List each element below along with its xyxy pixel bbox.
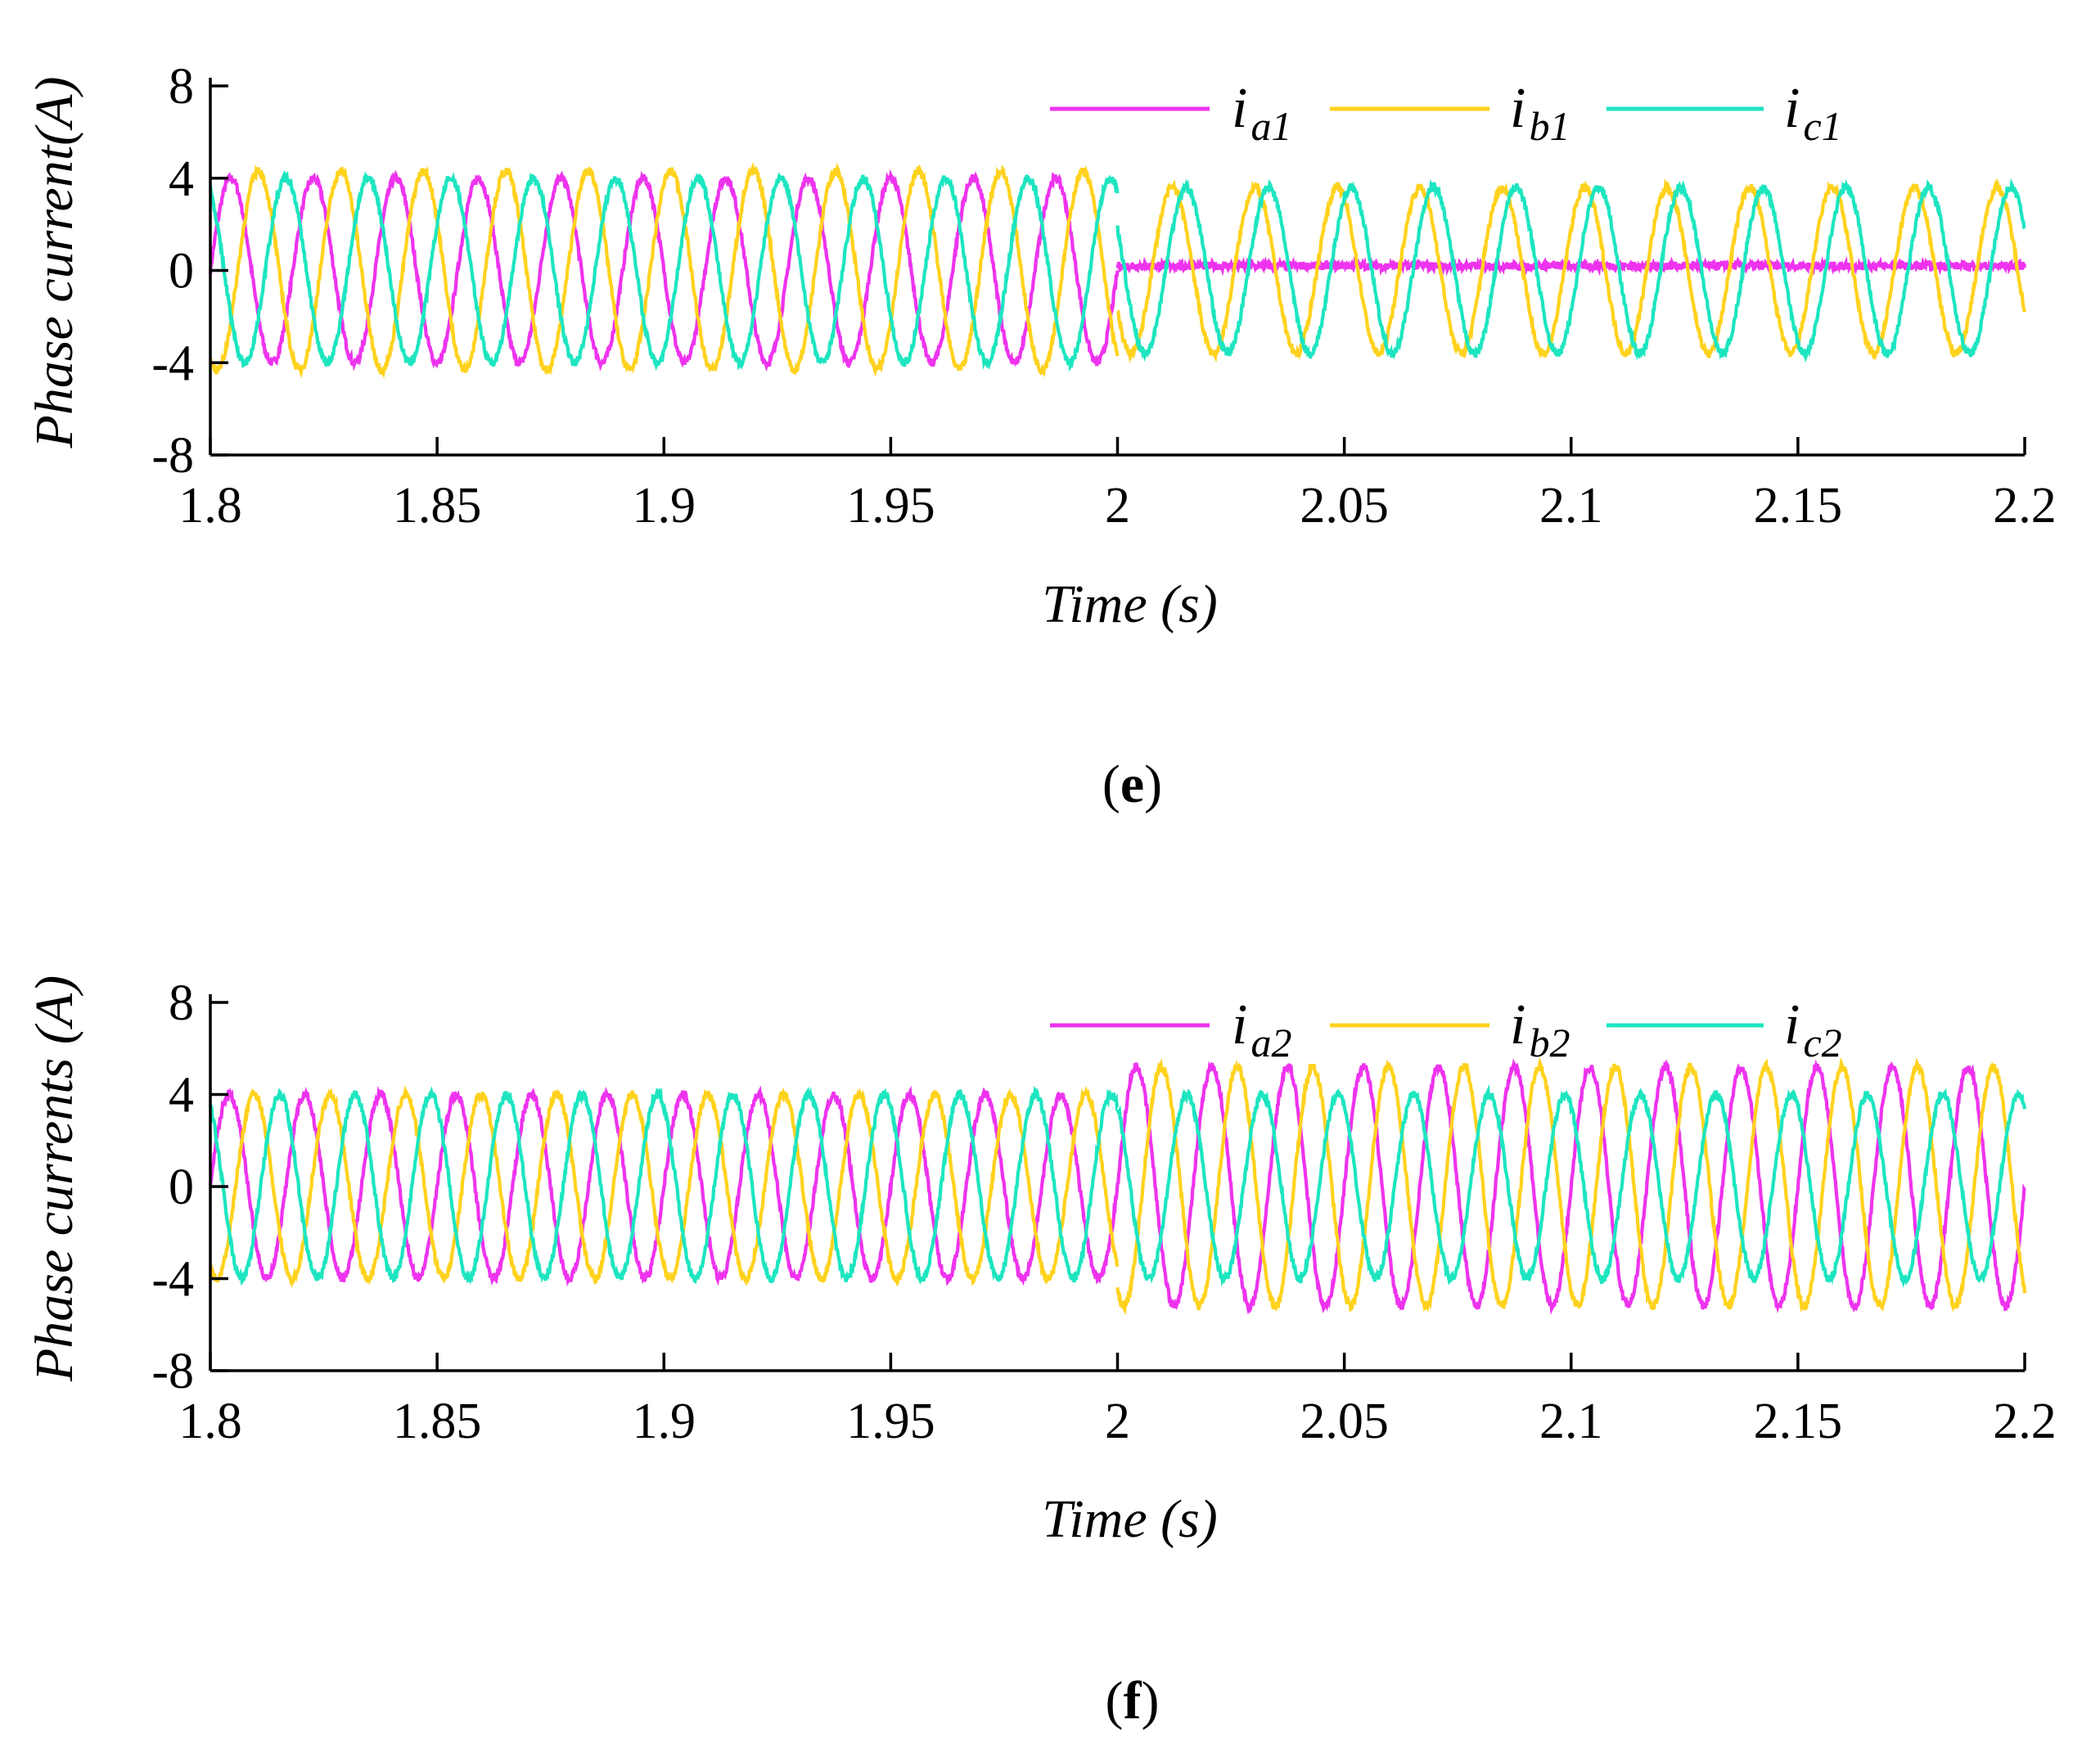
y-axis-title: Phase current(A) [25,77,84,449]
series-line-c2-seg0 [208,1086,1120,1286]
y-tick-label: -8 [151,428,194,484]
legend: ia1 ib1 ic1 [1050,77,1842,149]
legend-label-main: i [1232,77,1247,140]
series-line-a1-seg0 [208,169,1120,372]
x-tick-label: 2.05 [1300,478,1389,534]
y-tick-label: 0 [169,244,194,300]
series-line-b1-seg1 [1116,178,2027,363]
x-axis-title: Time (s) [1042,1489,1218,1549]
y-tick-label: 8 [169,59,194,115]
chart-panel-e: 8 4 0 -4 -81.8 1.85 1.9 1.95 2 2.05 2.1 2.15 2.2 Time… [25,59,2057,814]
x-tick-label: 1.9 [633,1394,696,1449]
y-tick-label: 4 [169,151,194,207]
panel-label-letter: f [1124,1671,1142,1731]
legend-label-main: i [1510,993,1525,1056]
plot-lines [208,1056,2027,1316]
chart-panel-f: 8 4 0 -4 -81.8 1.85 1.9 1.95 2 2.05 2.1 2.15 2.2 Time… [25,975,2057,1731]
series-line-b2-seg1 [1115,1056,2027,1316]
panel-label-close-paren: ) [1141,1671,1159,1731]
x-tick-label: 2.15 [1754,1394,1843,1449]
x-tick-label: 2 [1105,1394,1130,1449]
x-tick-label: 1.95 [846,1394,935,1449]
x-tick-label: 2.1 [1539,478,1603,534]
legend-label-main: i [1510,77,1525,140]
legend-label-c2: ic2 [1784,993,1842,1065]
legend-label-b1: ib1 [1510,77,1570,149]
legend-label-c1: ic1 [1784,77,1842,149]
x-tick-label: 1.85 [393,1394,482,1449]
x-tick-label: 2.2 [1993,478,2057,534]
legend-label-subscript: a1 [1251,103,1291,149]
x-tick-label: 1.8 [178,478,242,534]
panel-label: (e) [1102,754,1162,814]
y-tick-label: -8 [151,1344,194,1399]
x-tick-label: 1.8 [178,1394,242,1449]
legend-label-main: i [1784,993,1800,1056]
x-tick-label: 2 [1105,478,1130,534]
series-line-a2-seg1 [1116,1058,2026,1315]
panel-label: (f) [1106,1671,1160,1731]
series-line-b1-seg0 [208,161,1120,379]
y-axis-title: Phase currents (A) [25,975,84,1382]
x-tick-label: 1.85 [393,478,482,534]
panel-label-close-paren: ) [1144,754,1162,814]
legend-label-a2: ia2 [1232,993,1291,1065]
series-line-a1-seg1 [1115,255,2027,277]
legend-label-subscript: b1 [1529,103,1570,149]
x-tick-label: 2.15 [1754,478,1843,534]
panel-label-open-paren: ( [1102,754,1120,814]
legend-label-subscript: a2 [1251,1020,1291,1065]
legend-label-main: i [1232,993,1247,1056]
legend-label-b2: ib2 [1510,993,1570,1065]
legend-label-a1: ia1 [1232,77,1291,149]
x-tick-label: 1.95 [846,478,935,534]
x-tick-label: 1.9 [633,478,696,534]
y-tick-label: -4 [151,336,194,391]
x-tick-label: 2.2 [1993,1394,2057,1449]
series-line-a2-seg0 [208,1085,1120,1287]
series-line-c1-seg0 [209,169,1120,372]
panel-label-letter: e [1120,754,1144,814]
x-tick-label: 2.1 [1539,1394,1603,1449]
y-tick-label: 8 [169,975,194,1031]
series-line-c2-seg1 [1115,1084,2027,1289]
plot-lines [208,161,2027,379]
legend-label-subscript: c1 [1803,103,1841,149]
legend-label-subscript: c2 [1803,1020,1841,1065]
legend-label-subscript: b2 [1529,1020,1570,1065]
panel-label-open-paren: ( [1106,1671,1124,1731]
y-tick-label: 0 [169,1160,194,1215]
series-line-b2-seg0 [208,1085,1120,1289]
x-axis-title: Time (s) [1042,574,1218,634]
y-tick-label: 4 [169,1068,194,1124]
legend: ia2 ib2 ic2 [1050,993,1842,1065]
series-line-c1-seg1 [1115,178,2026,363]
x-tick-label: 2.05 [1300,1394,1389,1449]
legend-label-main: i [1784,77,1800,140]
y-tick-label: -4 [151,1252,194,1308]
